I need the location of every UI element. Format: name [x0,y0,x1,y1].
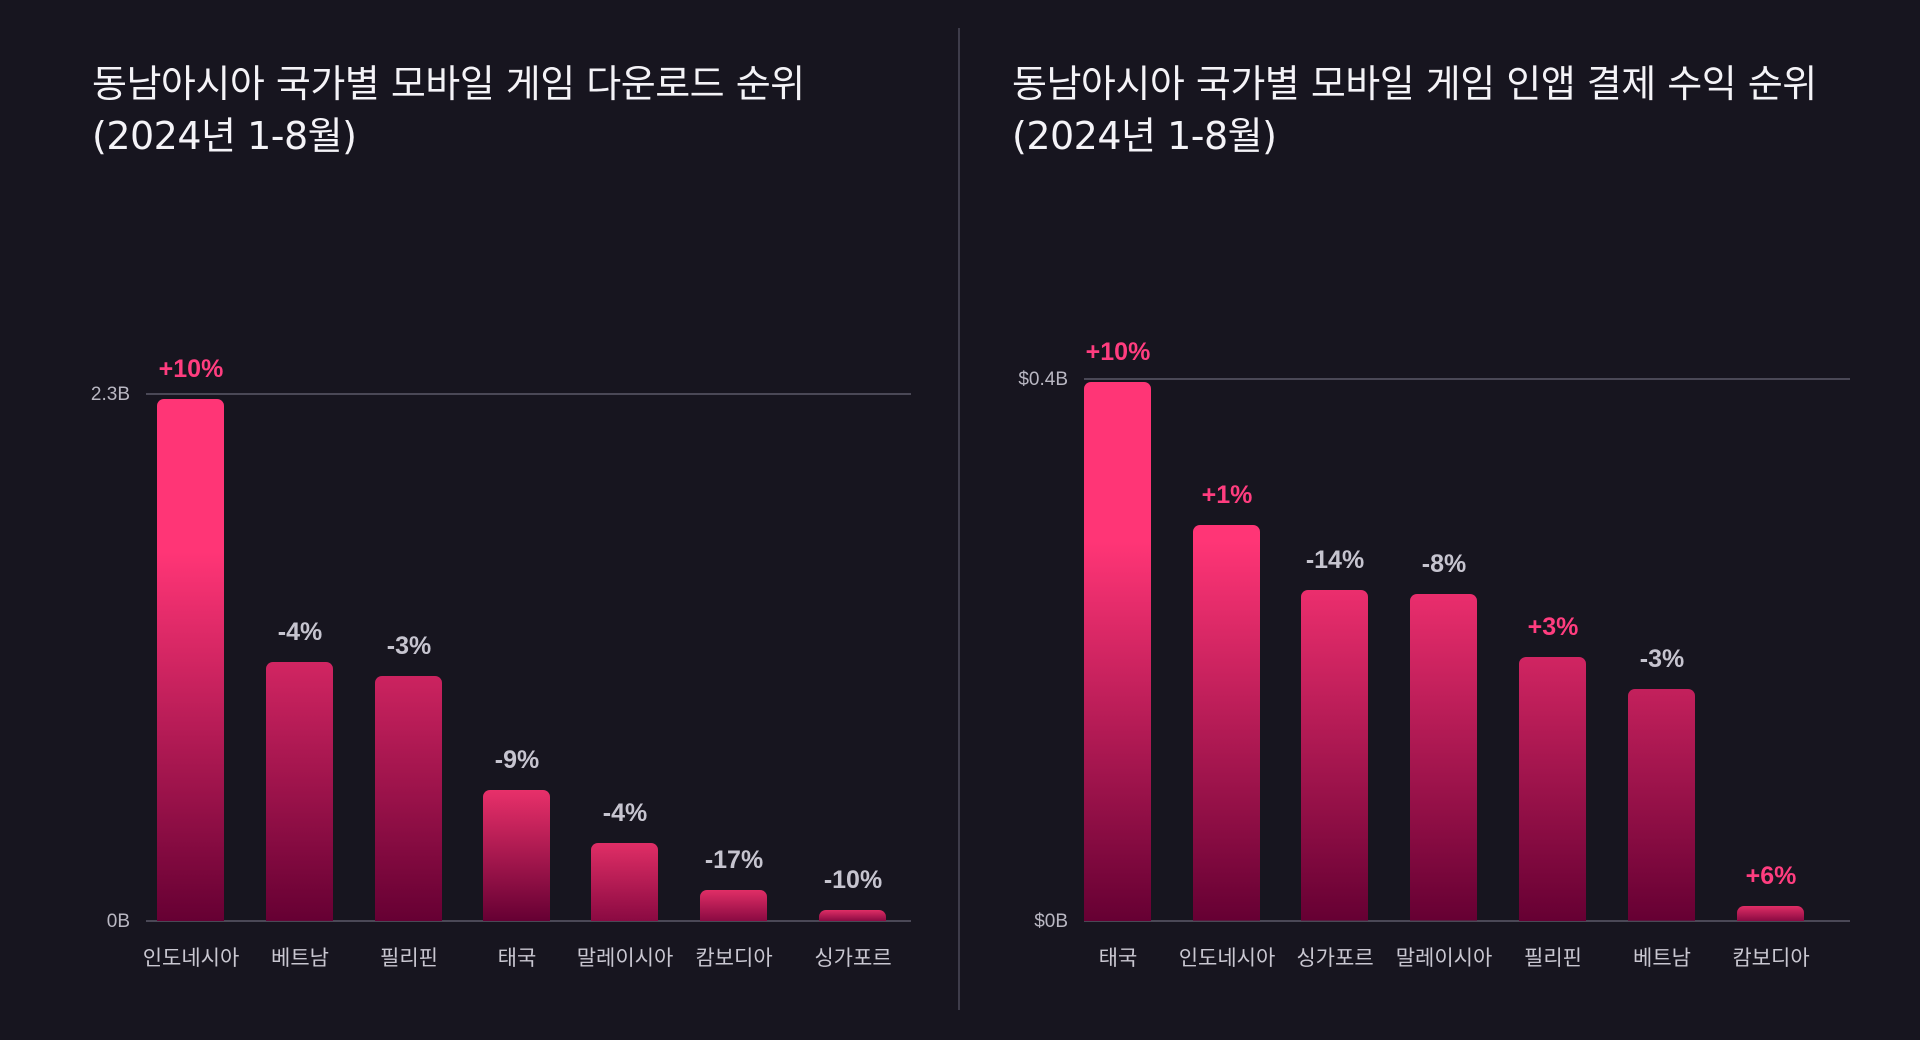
change-label: -10% [823,866,883,894]
category-label: 캄보디아 [695,946,773,970]
baseline-axis [1084,920,1850,922]
change-label: +1% [1201,481,1253,510]
change-label: -8% [1421,550,1467,579]
left-chart-title: 동남아시아 국가별 모바일 게임 다운로드 순위 (2024년 1-8월) [92,58,805,162]
category-label: 말레이시아 [1395,946,1493,970]
bar-필리핀[interactable] [1519,656,1586,921]
bar-태국[interactable] [1084,381,1151,921]
y-tick-max: $0.4B [1018,369,1068,390]
change-label: -3% [386,631,432,660]
bar-말레이시아[interactable] [1410,594,1477,921]
category-label: 태국 [497,946,537,970]
change-label: -4% [602,799,648,828]
change-label: -9% [494,746,540,775]
change-label: +3% [1527,612,1579,641]
top-gridline [1084,378,1850,380]
left-title-line2: (2024년 1-8월) [92,114,357,158]
bar-필리핀[interactable] [375,675,442,921]
right-title-line2: (2024년 1-8월) [1012,114,1277,158]
category-label: 말레이시아 [576,946,674,970]
category-label: 베트남 [271,946,329,970]
category-label: 싱가포르 [814,946,892,970]
right-title-line1: 동남아시아 국가별 모바일 게임 인앱 결제 수익 순위 [1012,62,1817,106]
category-label: 싱가포르 [1296,946,1374,970]
bar-캄보디아[interactable] [1737,906,1804,921]
left-title-line1: 동남아시아 국가별 모바일 게임 다운로드 순위 [92,62,805,106]
category-label: 인도네시아 [142,946,240,970]
bar-말레이시아[interactable] [591,843,658,921]
change-label: +6% [1745,862,1797,891]
baseline-axis [146,920,911,922]
y-tick-min: 0B [106,911,130,932]
category-label: 태국 [1098,946,1138,970]
bar-인도네시아[interactable] [157,398,224,921]
category-label: 베트남 [1633,946,1691,970]
y-tick-max: 2.3B [90,384,130,405]
bar-태국[interactable] [483,790,550,921]
change-label: -4% [277,618,323,647]
change-label: -3% [1639,645,1685,674]
right-chart-title: 동남아시아 국가별 모바일 게임 인앱 결제 수익 순위 (2024년 1-8월… [1012,58,1817,162]
change-label: +10% [1085,337,1151,366]
bar-싱가포르[interactable] [1301,590,1368,921]
category-label: 필리핀 [1524,946,1582,970]
bar-베트남[interactable] [266,662,333,921]
bar-베트남[interactable] [1628,689,1695,921]
category-label: 캄보디아 [1732,946,1810,970]
panel-divider [958,28,960,1010]
bar-싱가포르[interactable] [819,910,886,921]
bar-인도네시아[interactable] [1193,525,1260,921]
change-label: -14% [1305,546,1365,575]
bar-캄보디아[interactable] [700,890,767,921]
category-label: 필리핀 [380,946,438,970]
change-label: +10% [158,354,224,383]
y-tick-min: $0B [1034,911,1068,932]
category-label: 인도네시아 [1178,946,1276,970]
change-label: -17% [704,846,764,875]
top-gridline [146,393,911,395]
